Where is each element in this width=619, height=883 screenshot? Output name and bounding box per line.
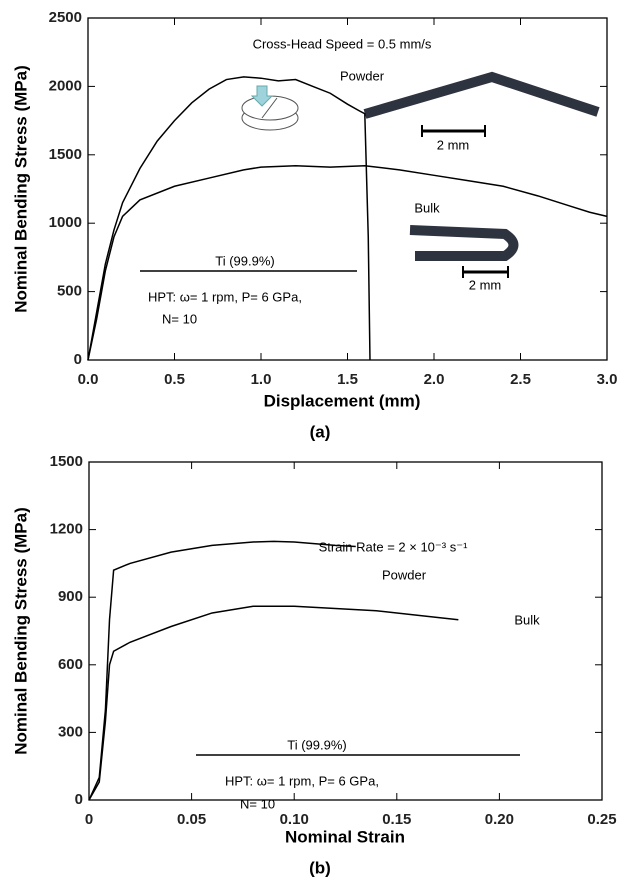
data-line xyxy=(87,76,371,361)
y-axis-label: Nominal Bending Stress (MPa) xyxy=(11,65,30,312)
bent-bulk-specimen xyxy=(409,225,519,261)
x-tick-label: 0.20 xyxy=(485,811,514,828)
x-tick-label: 2.0 xyxy=(424,371,445,388)
x-tick-label: 0 xyxy=(85,811,93,828)
y-tick-label: 1200 xyxy=(50,521,83,538)
load-arrow-icon xyxy=(250,85,274,107)
x-tick-label: 2.5 xyxy=(510,371,531,388)
annotation: Ti (99.9%) xyxy=(287,737,346,752)
disk-icon xyxy=(261,97,278,119)
series-label: Powder xyxy=(340,68,385,83)
series-label: Powder xyxy=(382,567,427,582)
annotation: 2 mm xyxy=(469,277,502,292)
series-label: Bulk xyxy=(514,612,540,627)
x-tick-label: 0.25 xyxy=(587,811,616,828)
bent-powder-specimen xyxy=(363,71,600,119)
x-tick-label: 0.10 xyxy=(280,811,309,828)
x-tick-label: 0.05 xyxy=(177,811,206,828)
data-line xyxy=(87,164,608,361)
y-tick-label: 1000 xyxy=(49,214,82,231)
annotation: N= 10 xyxy=(240,796,275,811)
y-tick-label: 2500 xyxy=(49,9,82,26)
annotation: 2 mm xyxy=(437,137,470,152)
data-line xyxy=(88,605,459,801)
x-axis-label: Displacement (mm) xyxy=(264,391,421,410)
annotation: Cross-Head Speed = 0.5 mm/s xyxy=(253,36,432,51)
x-tick-label: 3.0 xyxy=(597,371,618,388)
y-tick-label: 1500 xyxy=(49,146,82,163)
x-tick-label: 0.0 xyxy=(78,371,99,388)
y-tick-label: 2000 xyxy=(49,77,82,94)
x-axis-label: Nominal Strain xyxy=(285,827,405,846)
y-tick-label: 0 xyxy=(75,791,83,808)
annotation: HPT: ω= 1 rpm, P= 6 GPa, xyxy=(148,289,302,304)
x-tick-label: 1.0 xyxy=(251,371,272,388)
annotation: N= 10 xyxy=(162,311,197,326)
y-axis-label: Nominal Bending Stress (MPa) xyxy=(11,507,30,754)
annotation: Strain Rate = 2 × 10⁻³ s⁻¹ xyxy=(319,539,469,554)
data-line xyxy=(88,540,356,801)
series-label: Bulk xyxy=(414,200,440,215)
x-tick-label: 1.5 xyxy=(337,371,358,388)
panel-label: (a) xyxy=(310,422,331,441)
y-tick-label: 900 xyxy=(58,588,83,605)
panel-label: (b) xyxy=(309,858,331,877)
y-tick-label: 1500 xyxy=(50,453,83,470)
y-tick-label: 500 xyxy=(57,283,82,300)
x-tick-label: 0.15 xyxy=(382,811,411,828)
plot-frame xyxy=(88,461,603,801)
specimen-images xyxy=(241,71,600,278)
x-tick-label: 0.5 xyxy=(164,371,185,388)
y-tick-label: 600 xyxy=(58,656,83,673)
y-tick-label: 0 xyxy=(74,351,82,368)
y-tick-label: 300 xyxy=(58,723,83,740)
annotation: Ti (99.9%) xyxy=(215,253,274,268)
annotation: HPT: ω= 1 rpm, P= 6 GPa, xyxy=(225,773,379,788)
